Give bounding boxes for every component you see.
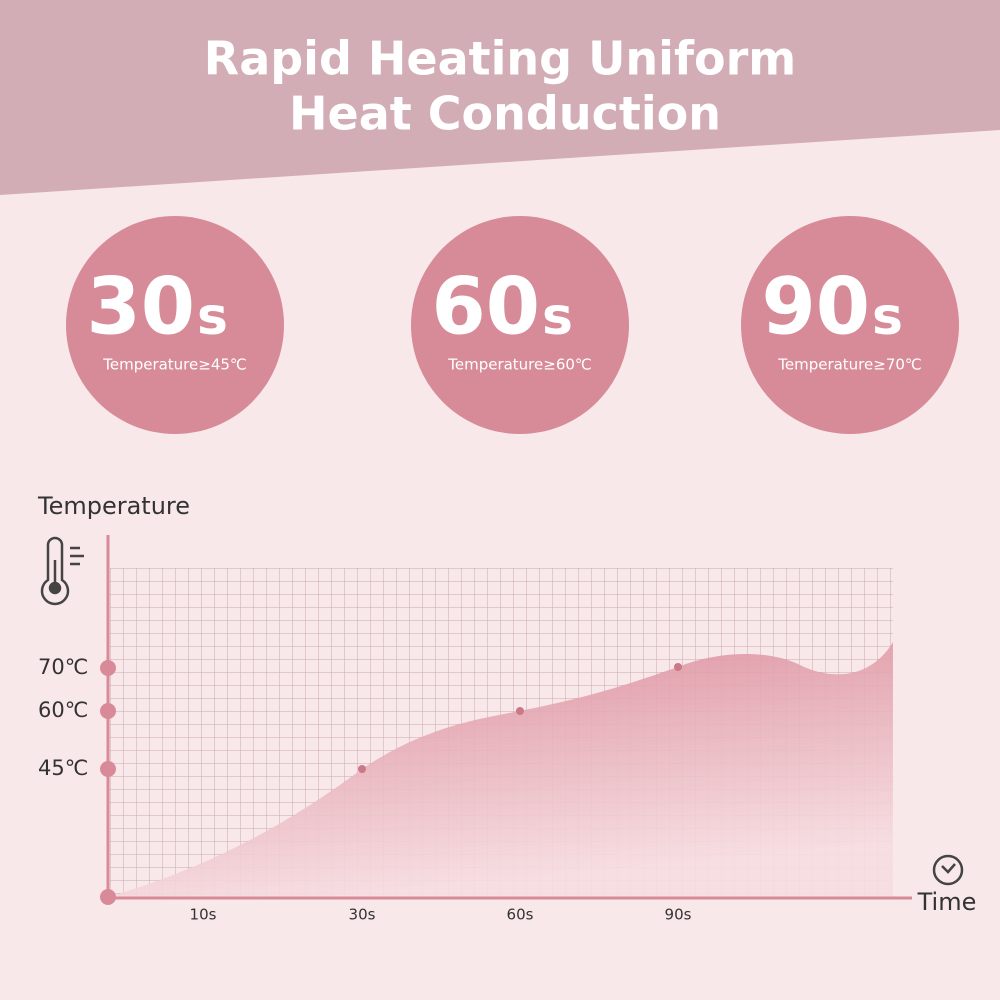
origin-dot — [100, 889, 116, 905]
badge: 60 s Temperature≥60℃ — [411, 216, 629, 434]
title: Heat Conduction — [289, 87, 721, 141]
y-dot — [100, 761, 116, 777]
thermometer-icon — [40, 536, 84, 606]
y-label: 70℃ — [38, 655, 88, 679]
badge-circle — [741, 216, 959, 434]
x-title: Time — [917, 888, 977, 916]
x-labels: 10s 30s 60s 90s — [190, 906, 692, 924]
badge-time: 30 — [86, 262, 195, 352]
badge-circle — [411, 216, 629, 434]
title: Rapid Heating Uniform — [204, 32, 796, 86]
y-label: 60℃ — [38, 698, 88, 722]
badge-time: 90 — [761, 262, 870, 352]
badge-circle — [66, 216, 284, 434]
badge-caption: Temperature≥70℃ — [777, 356, 922, 374]
badge-unit: s — [872, 287, 903, 347]
y-dot — [100, 703, 116, 719]
badge-unit: s — [197, 287, 228, 347]
badge: 90 s Temperature≥70℃ — [741, 216, 959, 434]
y-title: Temperature — [37, 492, 190, 520]
point — [674, 663, 682, 671]
point — [516, 707, 524, 715]
badge-unit: s — [542, 287, 573, 347]
badge: 30 s Temperature≥45℃ — [66, 216, 284, 434]
x-label: 10s — [190, 906, 217, 924]
badge-caption: Temperature≥60℃ — [447, 356, 592, 374]
badge-caption: Temperature≥45℃ — [102, 356, 247, 374]
badge-time: 60 — [431, 262, 540, 352]
curve-area — [108, 642, 893, 897]
x-label: 60s — [507, 906, 534, 924]
header-band — [0, 0, 1000, 195]
y-labels: 70℃ 60℃ 45℃ — [38, 655, 116, 780]
point — [358, 765, 366, 773]
x-label: 30s — [349, 906, 376, 924]
x-label: 90s — [665, 906, 692, 924]
clock-icon — [932, 854, 964, 886]
y-label: 45℃ — [38, 756, 88, 780]
y-dot — [100, 660, 116, 676]
